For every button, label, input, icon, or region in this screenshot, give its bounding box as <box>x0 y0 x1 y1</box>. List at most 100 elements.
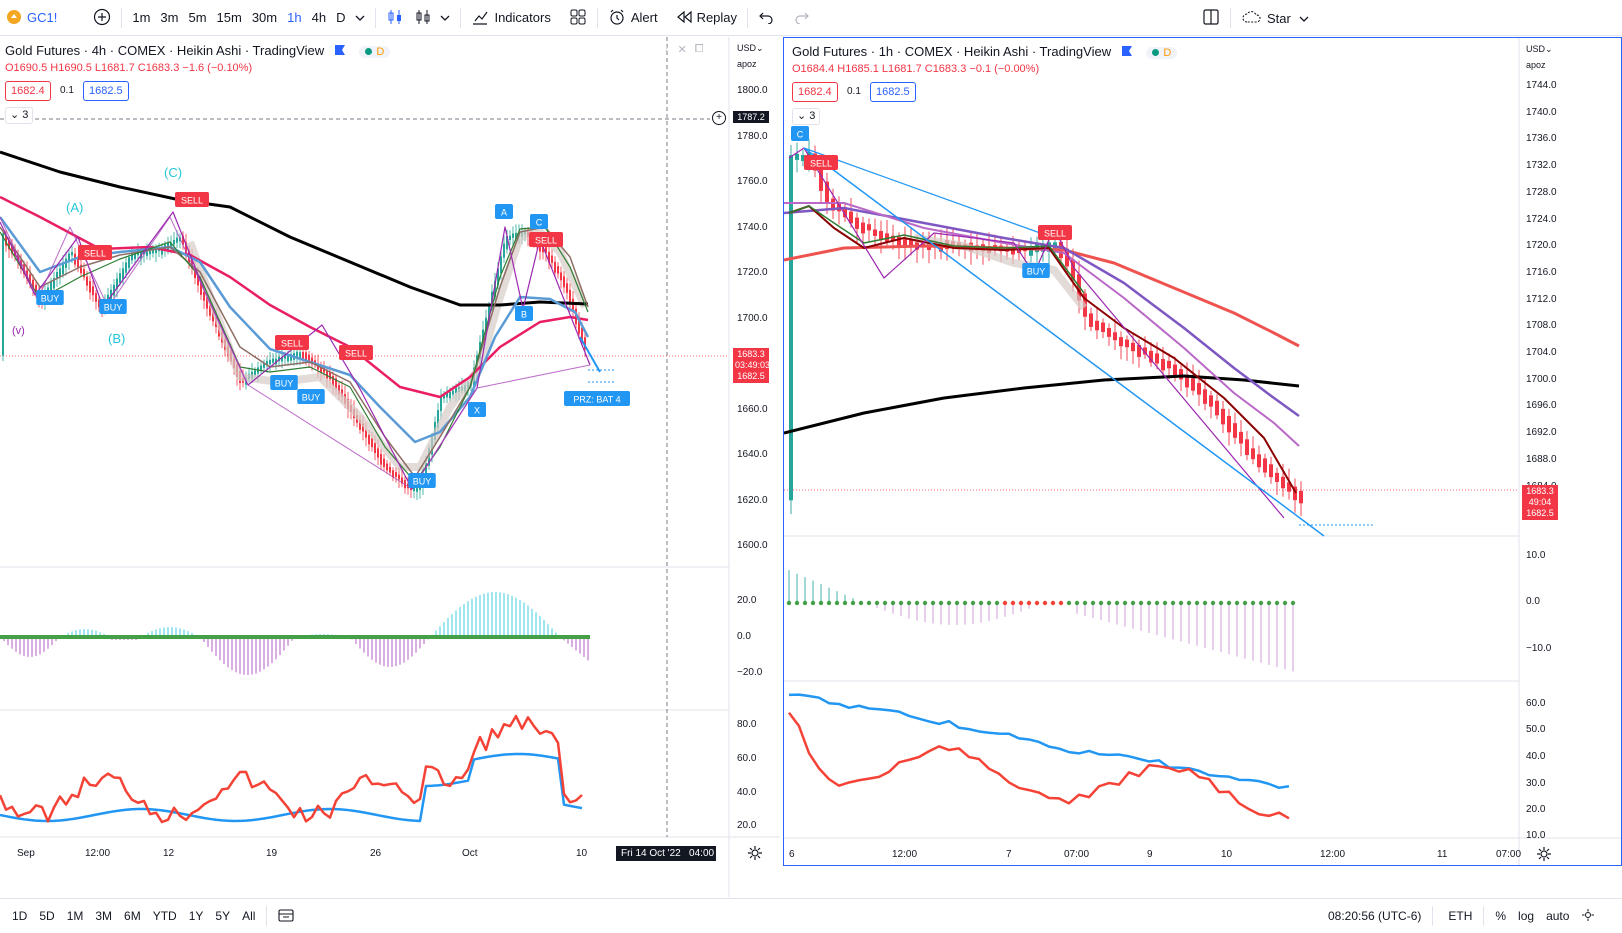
right-chart-title[interactable]: Gold Futures · 1h · COMEX · Heikin Ashi … <box>792 44 1112 59</box>
candle-body <box>560 272 562 281</box>
interval-30m[interactable]: 30m <box>251 10 278 25</box>
interval-dropdown[interactable] <box>350 0 370 36</box>
range-5y[interactable]: 5Y <box>215 909 231 923</box>
undo-button[interactable] <box>753 0 779 36</box>
left-crosshair-add-icon[interactable]: + <box>712 111 726 125</box>
candle-body <box>1257 454 1261 468</box>
range-1m[interactable]: 1M <box>66 909 84 923</box>
range-all[interactable]: All <box>242 909 256 923</box>
redo-button[interactable] <box>789 0 815 36</box>
candle-body <box>1197 383 1201 395</box>
zero-dot <box>978 600 984 606</box>
candle-body <box>17 253 19 261</box>
indicators-button[interactable]: Indicators <box>466 0 555 36</box>
left-settings-button[interactable] <box>747 845 763 866</box>
interval-5m[interactable]: 5m <box>188 10 207 25</box>
left-currency[interactable]: USD⌄ <box>737 43 764 53</box>
right-legend: Gold Futures · 1h · COMEX · Heikin Ashi … <box>792 44 1178 60</box>
scale-settings-button[interactable] <box>1575 908 1601 925</box>
interval-3m[interactable]: 3m <box>160 10 179 25</box>
pattern-point-x-bg <box>468 402 486 417</box>
price-tick-label: 1780.0 <box>737 130 768 142</box>
indicators-label: Indicators <box>494 10 551 25</box>
arrow-down-icon[interactable]: ↓ <box>664 43 670 55</box>
time-tick-label: 12:00 <box>1320 849 1346 860</box>
candle-body <box>155 249 157 254</box>
bar-style-button[interactable] <box>381 0 409 36</box>
candle-body <box>95 293 97 302</box>
left-chart-title[interactable]: Gold Futures · 4h · COMEX · Heikin Ashi … <box>5 43 325 58</box>
interval-d[interactable]: D <box>336 10 346 25</box>
layout-select-button[interactable] <box>1197 0 1225 36</box>
candle-body <box>437 410 439 428</box>
left-layers-toggle[interactable]: ⌄ 3 <box>5 107 34 124</box>
range-6m[interactable]: 6M <box>124 909 141 923</box>
chart-type-button[interactable] <box>409 0 455 36</box>
auto-toggle[interactable]: auto <box>1546 909 1570 923</box>
maximize-icon[interactable]: ⧠ <box>694 43 704 55</box>
log-toggle[interactable]: log <box>1518 909 1535 923</box>
right-chart-panel[interactable]: C SELL SELL BUY Gold Futures · 1h · COMEX ·… <box>783 37 1622 866</box>
candle-body <box>395 472 397 477</box>
zero-dot <box>1282 600 1288 606</box>
status-badge[interactable]: D <box>1146 46 1178 59</box>
zero-dot <box>938 600 944 606</box>
price-tick-label: 1696.0 <box>1526 400 1557 412</box>
interval-15m[interactable]: 15m <box>216 10 242 25</box>
interval-1m[interactable]: 1m <box>132 10 151 25</box>
range-1d[interactable]: 1D <box>12 909 28 923</box>
saved-layout-button[interactable]: Star <box>1236 0 1314 36</box>
left-sell-price-button[interactable]: 1682.4 <box>5 81 51 101</box>
right-chart-canvas[interactable]: C SELL SELL BUY <box>784 38 1621 865</box>
range-ytd[interactable]: YTD <box>152 909 177 923</box>
status-badge[interactable]: D <box>359 45 391 58</box>
right-buy-price-button[interactable]: 1682.5 <box>870 82 916 102</box>
left-scale-label[interactable]: apoz <box>737 59 757 69</box>
candle-body <box>98 299 100 308</box>
price-tick-label: 1688.0 <box>1526 453 1557 465</box>
left-chart-panel[interactable]: (A) (B) (C) (v) SELL SELL SELL SELL SELL BUY BUY BU… <box>0 37 780 897</box>
chevron-down-icon <box>1299 12 1309 25</box>
add-symbol-button[interactable] <box>88 0 116 36</box>
left-buy-price-button[interactable]: 1682.5 <box>83 81 129 101</box>
candle-body <box>68 253 70 261</box>
right-currency[interactable]: USD⌄ <box>1526 44 1553 54</box>
oscillator-tick-label: 20.0 <box>737 595 757 606</box>
session-button[interactable]: ETH <box>1448 909 1473 923</box>
candle-body <box>1287 482 1291 492</box>
right-layers-count: 3 <box>809 110 816 122</box>
range-5d[interactable]: 5D <box>39 909 55 923</box>
candle-body <box>891 235 895 241</box>
right-layers-toggle[interactable]: ⌄ 3 <box>792 108 821 125</box>
zero-dot <box>954 600 960 606</box>
plus-circle-icon <box>93 8 111 28</box>
go-to-date-button[interactable] <box>272 908 300 925</box>
left-chart-canvas[interactable]: (A)(B)(C)(v)SELLSELLSELLSELLSELLBUYBUYBU… <box>0 37 780 897</box>
zero-dot <box>1130 600 1136 606</box>
symbol-search[interactable]: GC1! <box>0 0 62 36</box>
zero-dot <box>1018 600 1024 606</box>
clock[interactable]: 08:20:56 (UTC-6) <box>1328 909 1422 923</box>
interval-1h[interactable]: 1h <box>287 10 302 25</box>
pattern-zigzag <box>788 147 1285 519</box>
right-settings-button[interactable] <box>1536 846 1552 867</box>
range-1y[interactable]: 1Y <box>188 909 204 923</box>
buy-signal-2-bg <box>270 375 298 390</box>
price-tick-label: 1740.0 <box>1526 106 1557 118</box>
templates-button[interactable] <box>564 0 592 36</box>
candle-body <box>209 305 211 316</box>
candle-body <box>377 448 379 458</box>
percent-toggle[interactable]: % <box>1495 909 1507 923</box>
range-3m[interactable]: 3M <box>95 909 113 923</box>
candle-body <box>1239 431 1243 444</box>
candle-body <box>11 245 13 254</box>
close-icon[interactable]: ✕ <box>677 44 687 56</box>
interval-4h[interactable]: 4h <box>311 10 327 25</box>
price-tick-label: 1736.0 <box>1526 133 1557 145</box>
alert-button[interactable]: Alert <box>603 0 663 36</box>
replay-button[interactable]: Replay <box>671 0 742 36</box>
layout-name: Star <box>1267 10 1291 26</box>
zero-dot <box>1042 600 1048 606</box>
right-scale-label[interactable]: apoz <box>1526 60 1546 70</box>
right-sell-price-button[interactable]: 1682.4 <box>792 82 838 102</box>
